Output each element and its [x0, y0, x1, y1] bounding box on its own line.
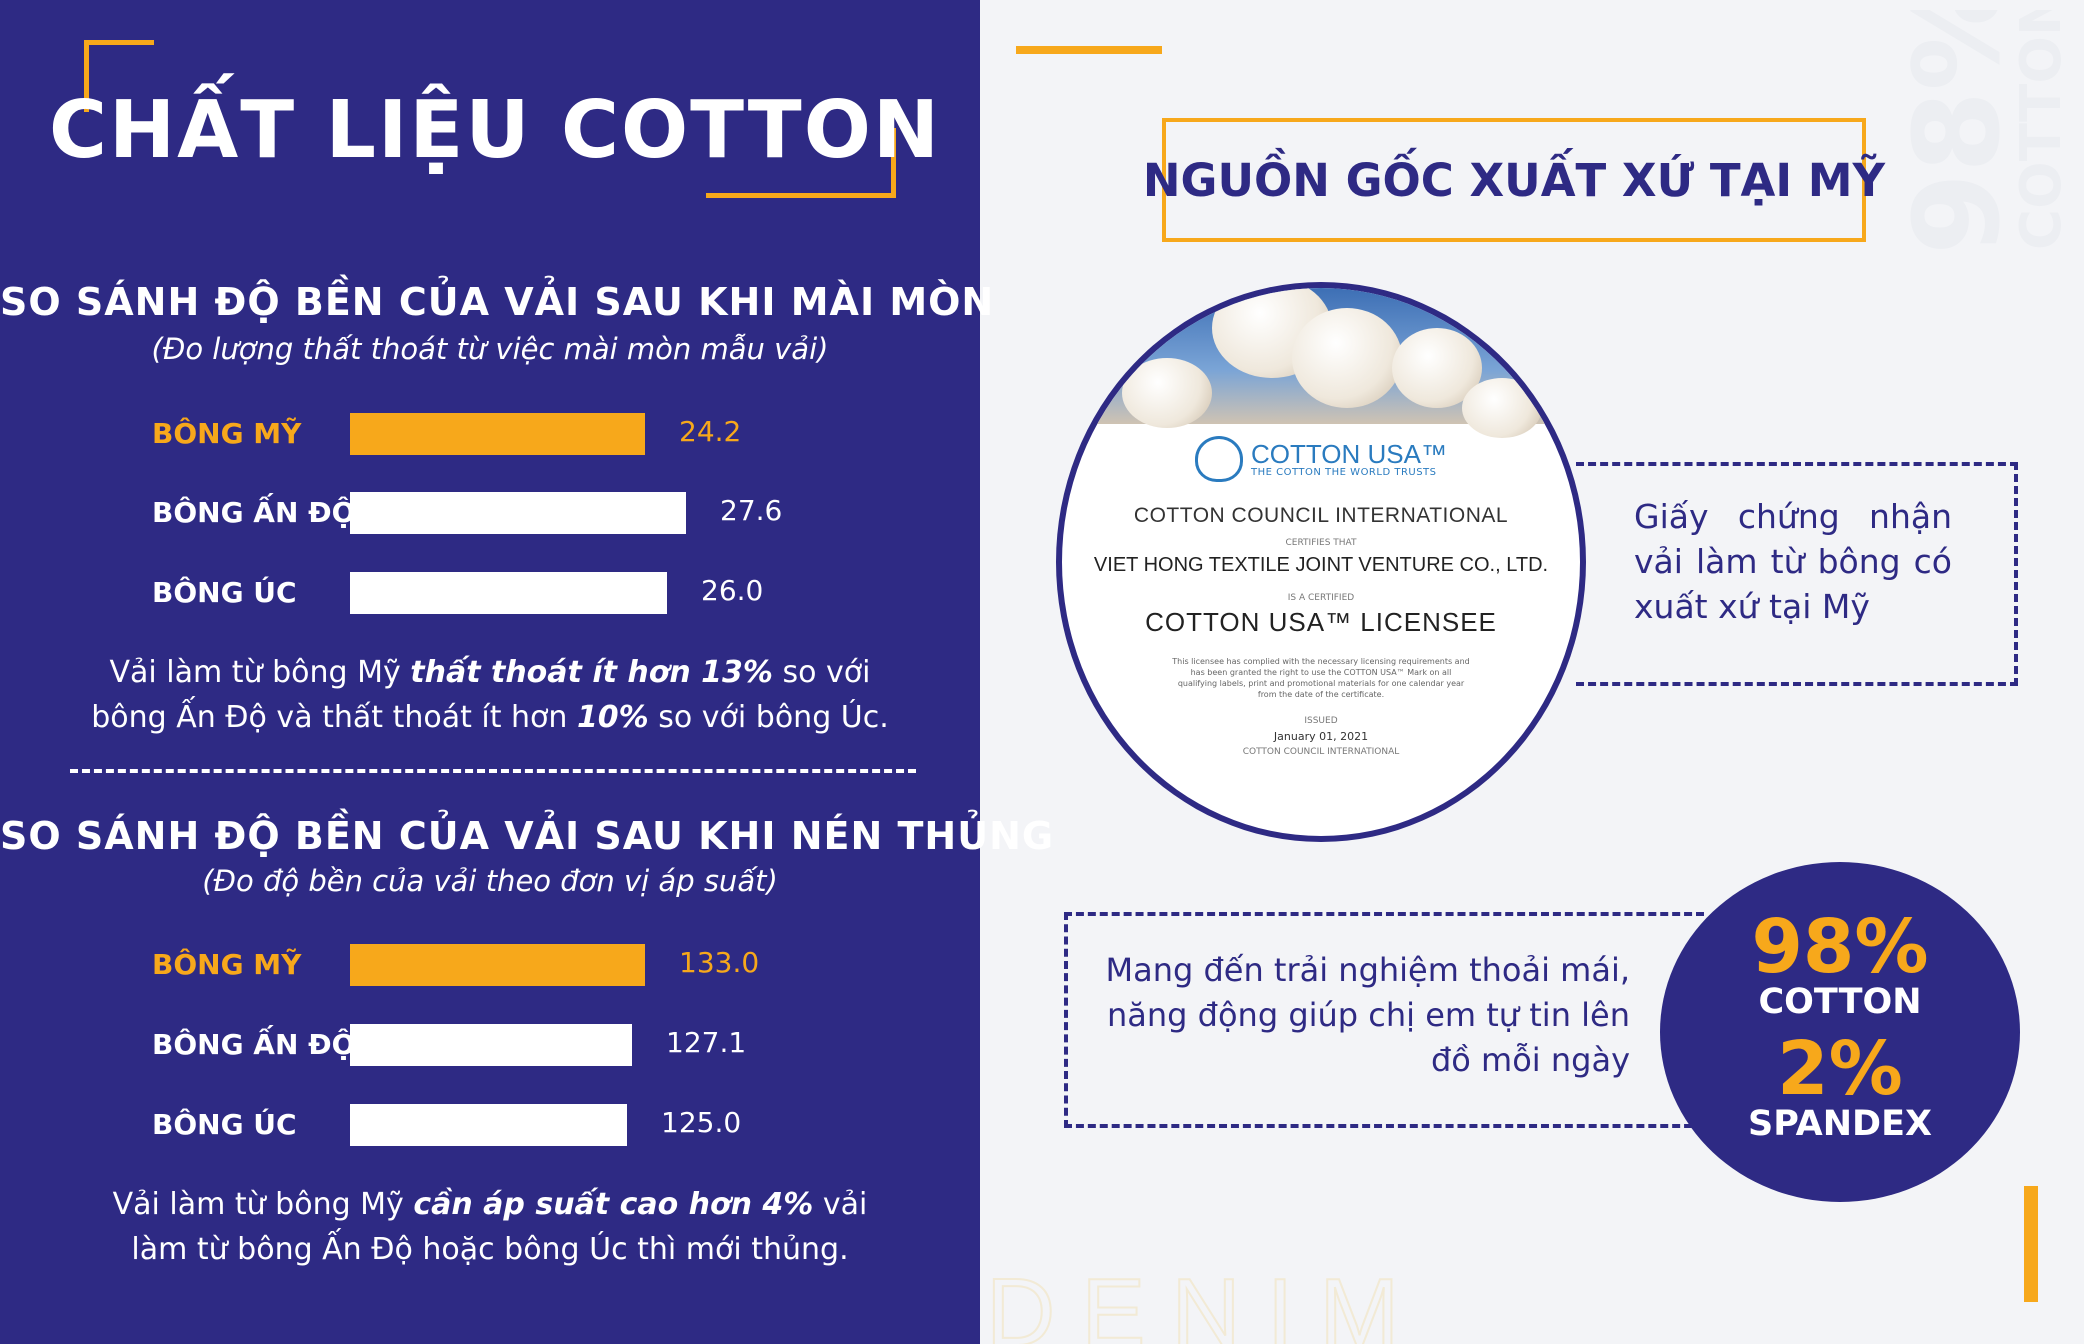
cotton-photo: [1062, 288, 1580, 438]
certificate-content: COTTON USA™ THE COTTON THE WORLD TRUSTS …: [1062, 428, 1580, 757]
bar-fill: [350, 1024, 632, 1066]
spandex-label: SPANDEX: [1748, 1104, 1932, 1144]
abrasion-heading: SO SÁNH ĐỘ BỀN CỦA VẢI SAU KHI MÀI MÒN: [0, 280, 995, 324]
bar-track: [350, 572, 740, 614]
certificate-body: This licensee has complied with the nece…: [1172, 657, 1470, 699]
certificate-date: January 01, 2021: [1273, 730, 1369, 743]
origin-box: NGUỒN GỐC XUẤT XỨ TẠI MỸ: [1143, 118, 1885, 242]
certificate-is-certified: IS A CERTIFIED: [1287, 593, 1355, 603]
bar-row: BÔNG ÚC 26.0: [0, 572, 980, 614]
abrasion-note: Vải làm từ bông Mỹ thất thoát ít hơn 13%…: [0, 650, 980, 740]
bar-row: BÔNG MỸ 133.0: [0, 944, 980, 986]
title-frame-corner-top-left: [84, 40, 154, 112]
bar-fill: [350, 492, 686, 534]
bar-track: [350, 492, 740, 534]
bar-label: BÔNG ÚC: [152, 1108, 297, 1141]
bar-track: [350, 1104, 740, 1146]
bar-fill: [350, 944, 645, 986]
logo-name: COTTON USA™: [1251, 438, 1447, 469]
bar-label: BÔNG MỸ: [152, 417, 302, 450]
watermark-word: COTTON: [2009, 10, 2074, 250]
bar-track: [350, 413, 740, 455]
bar-label: BÔNG ẤN ĐỘ: [152, 1028, 356, 1061]
watermark-pct: 98%: [1888, 10, 2026, 250]
bar-label: BÔNG MỸ: [152, 948, 302, 981]
bar-fill: [350, 1104, 627, 1146]
page-title: CHẤT LIỆU COTTON: [49, 84, 941, 176]
bar-fill: [350, 413, 645, 455]
watermark-composition: 98% COTTON: [1888, 10, 2074, 250]
burst-note-line-1: Vải làm từ bông Mỹ cần áp suất cao hơn 4…: [112, 1187, 868, 1222]
bar-value: 133.0: [679, 946, 760, 979]
bar-value: 127.1: [666, 1026, 747, 1059]
denim-watermark: DENIM: [985, 1258, 1426, 1344]
origin-title: NGUỒN GỐC XUẤT XỨ TẠI MỸ: [1142, 153, 1886, 207]
composition-badge: 98% COTTON 2% SPANDEX: [1660, 862, 2020, 1202]
bar-fill: [350, 572, 667, 614]
abrasion-note-line-2: bông Ấn Độ và thất thoát ít hơn 10% so v…: [91, 700, 889, 735]
section-divider: [70, 769, 916, 773]
bar-row: BÔNG MỸ 24.2: [0, 413, 980, 455]
cotton-label: COTTON: [1758, 982, 1922, 1022]
bar-track: [350, 1024, 740, 1066]
left-panel: CHẤT LIỆU COTTON SO SÁNH ĐỘ BỀN CỦA VẢI …: [0, 0, 1055, 1344]
title-frame-corner-bottom-right: [706, 128, 896, 198]
burst-heading: SO SÁNH ĐỘ BỀN CỦA VẢI SAU KHI NÉN THỦNG: [0, 814, 1055, 858]
bar-label: BÔNG ẤN ĐỘ: [152, 496, 356, 529]
bar-row: BÔNG ẤN ĐỘ 27.6: [0, 492, 980, 534]
certificate-note-frame: [1576, 462, 2018, 686]
certificate-issued: ISSUED: [1304, 716, 1338, 726]
cotton-boll-icon: [1195, 436, 1243, 482]
comfort-note: Mang đến trải nghiệm thoải mái, năng độn…: [1105, 951, 1630, 1079]
certificate-note: Giấy chứng nhận vải làm từ bông có xuất …: [1634, 497, 1952, 626]
cotton-usa-logo: COTTON USA™ THE COTTON THE WORLD TRUSTS: [1062, 436, 1580, 482]
certificate-certifies: CERTIFIES THAT: [1285, 538, 1357, 548]
certificate-image: COTTON USA™ THE COTTON THE WORLD TRUSTS …: [1056, 282, 1586, 842]
comfort-note-frame: [1064, 912, 1704, 1128]
burst-note-line-2: làm từ bông Ấn Độ hoặc bông Úc thì mới t…: [131, 1232, 849, 1267]
certificate-licensee: COTTON USA™ LICENSEE: [1145, 607, 1497, 637]
certificate-council: COTTON COUNCIL INTERNATIONAL: [1133, 504, 1509, 527]
burst-note: Vải làm từ bông Mỹ cần áp suất cao hơn 4…: [0, 1182, 980, 1272]
bar-value: 125.0: [661, 1106, 742, 1139]
certificate-footer: COTTON COUNCIL INTERNATIONAL: [1242, 747, 1400, 757]
bar-row: BÔNG ẤN ĐỘ 127.1: [0, 1024, 980, 1066]
accent-bar-top: [1016, 46, 1162, 54]
abrasion-note-line-1: Vải làm từ bông Mỹ thất thoát ít hơn 13%…: [109, 655, 871, 690]
bar-value: 26.0: [701, 574, 764, 607]
spandex-percent: 2%: [1777, 1026, 1903, 1112]
bar-track: [350, 944, 740, 986]
burst-subtitle: (Đo độ bền của vải theo đơn vị áp suất): [202, 864, 778, 898]
accent-bar-bottom: [2024, 1186, 2038, 1302]
logo-tagline: THE COTTON THE WORLD TRUSTS: [1251, 466, 1437, 478]
abrasion-subtitle: (Đo lượng thất thoát từ việc mài mòn mẫu…: [151, 332, 829, 366]
bar-value: 24.2: [679, 415, 742, 448]
bar-value: 27.6: [720, 494, 783, 527]
bar-label: BÔNG ÚC: [152, 576, 297, 609]
bar-row: BÔNG ÚC 125.0: [0, 1104, 980, 1146]
certificate-company: VIET HONG TEXTILE JOINT VENTURE CO., LTD…: [1093, 554, 1549, 576]
cotton-percent: 98%: [1751, 904, 1929, 990]
